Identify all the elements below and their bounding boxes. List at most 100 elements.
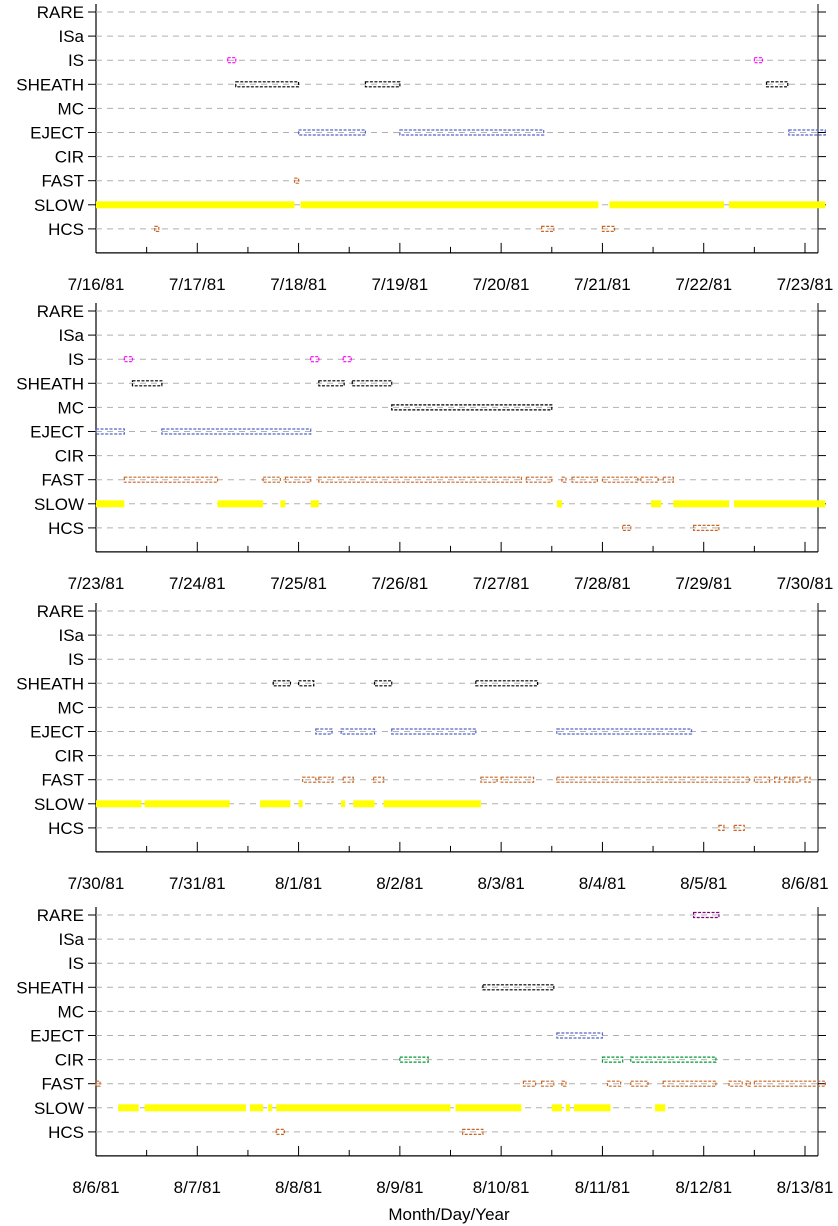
- mark-slow: [118, 1104, 139, 1112]
- mark-slow: [609, 201, 724, 209]
- mark-fast: [571, 476, 598, 483]
- y-tick-label-is: IS: [68, 350, 84, 369]
- y-tick-label-isa: ISa: [58, 326, 84, 345]
- mark-fast: [630, 1080, 649, 1087]
- mark-fast: [606, 1080, 622, 1087]
- x-tick-label-7-24-81: 7/24/81: [169, 574, 226, 593]
- panel-3: RARE ISa IS SHEATH MC EJECT CIR FAST SLOW HCS 7/30…: [16, 602, 828, 893]
- x-tick-label-8-1-81: 8/1/81: [275, 874, 322, 893]
- mark-slow: [574, 1104, 611, 1112]
- mark-fast: [662, 476, 674, 483]
- mark-slow: [280, 500, 286, 508]
- mark-eject: [788, 129, 826, 136]
- mark-hcs: [718, 824, 725, 832]
- y-tick-label-cir: CIR: [55, 747, 84, 766]
- mark-slow: [383, 800, 481, 808]
- y-tick-label-cir: CIR: [55, 447, 84, 466]
- y-tick-label-fast: FAST: [41, 172, 84, 191]
- mark-hcs: [733, 824, 745, 832]
- mark-eject: [399, 129, 545, 136]
- mark-fast: [784, 776, 791, 783]
- y-tick-label-eject: EJECT: [30, 1027, 84, 1046]
- mark-fast: [522, 1080, 537, 1087]
- mark-fast: [372, 776, 385, 783]
- mark-is: [342, 356, 352, 363]
- mark-eject: [95, 428, 125, 435]
- y-tick-label-cir: CIR: [55, 1051, 84, 1070]
- panel-1: RARE ISa IS SHEATH MC EJECT CIR FAST SLOW HCS 7/16…: [16, 3, 833, 294]
- mark-sheath: [131, 380, 163, 387]
- mark-slow: [96, 500, 125, 508]
- mark-sheath: [235, 81, 300, 88]
- mark-slow: [96, 201, 295, 209]
- x-tick-label-8-6-81: 8/6/81: [781, 874, 828, 893]
- x-tick-label-7-16-81: 7/16/81: [68, 275, 125, 294]
- x-tick-label-7-22-81: 7/22/81: [675, 275, 732, 294]
- x-tick-label-8-11-81: 8/11/81: [575, 1178, 630, 1197]
- y-tick-label-isa: ISa: [58, 27, 84, 46]
- chart-panels: RARE ISa IS SHEATH MC EJECT CIR FAST SLOW HCS 7/16…: [16, 3, 833, 1197]
- x-tick-label-8-6-81: 8/6/81: [72, 1178, 119, 1197]
- mark-slow: [144, 800, 230, 808]
- x-tick-label-8-13-81: 8/13/81: [777, 1178, 834, 1197]
- mark-eject: [315, 728, 333, 735]
- y-tick-label-hcs: HCS: [48, 819, 84, 838]
- mark-eject: [297, 129, 367, 136]
- y-tick-label-is: IS: [68, 954, 84, 973]
- mark-slow: [729, 201, 826, 209]
- mark-slow: [260, 800, 291, 808]
- panel-2: RARE ISa IS SHEATH MC EJECT CIR FAST SLOW HCS 7/23…: [16, 302, 833, 593]
- mark-is: [123, 356, 134, 363]
- y-tick-label-slow: SLOW: [34, 795, 84, 814]
- y-tick-label-rare: RARE: [37, 302, 84, 321]
- x-tick-label-7-29-81: 7/29/81: [675, 574, 732, 593]
- mark-fast: [753, 776, 771, 783]
- x-axis-label: Month/Day/Year: [388, 1205, 510, 1224]
- mark-hcs: [154, 225, 160, 232]
- y-tick-label-rare: RARE: [37, 906, 84, 925]
- x-tick-label-7-27-81: 7/27/81: [473, 574, 530, 593]
- x-tick-label-7-31-81: 7/31/81: [169, 874, 226, 893]
- x-tick-label-8-9-81: 8/9/81: [376, 1178, 423, 1197]
- y-tick-label-mc: MC: [58, 398, 84, 417]
- mark-fast: [541, 1080, 555, 1087]
- mark-sheath: [297, 680, 315, 687]
- mark-fast: [302, 776, 317, 783]
- mark-is: [310, 356, 320, 363]
- y-tick-label-mc: MC: [58, 99, 84, 118]
- y-tick-label-sheath: SHEATH: [16, 978, 84, 997]
- mark-eject: [340, 728, 376, 735]
- y-tick-label-fast: FAST: [41, 1075, 84, 1094]
- mark-sheath: [364, 81, 401, 88]
- panel-4: RARE ISa IS SHEATH MC EJECT CIR FAST SLOW HCS 8/6/…: [16, 906, 833, 1197]
- mark-is: [227, 57, 237, 64]
- mark-fast: [640, 476, 659, 483]
- x-tick-label-7-25-81: 7/25/81: [270, 574, 327, 593]
- x-tick-label-7-21-81: 7/21/81: [574, 275, 631, 294]
- y-tick-label-mc: MC: [58, 1002, 84, 1021]
- y-tick-label-eject: EJECT: [30, 723, 84, 742]
- x-tick-label-7-17-81: 7/17/81: [169, 275, 226, 294]
- mark-slow: [673, 500, 730, 508]
- y-tick-label-isa: ISa: [58, 626, 84, 645]
- mark-cir: [630, 1056, 717, 1063]
- x-tick-label-7-18-81: 7/18/81: [270, 275, 327, 294]
- y-tick-label-rare: RARE: [37, 3, 84, 22]
- mark-slow: [300, 201, 599, 209]
- mark-sheath: [272, 680, 292, 687]
- mark-fast: [561, 476, 567, 483]
- mark-fast: [804, 776, 811, 783]
- mark-slow: [565, 1104, 571, 1112]
- mark-fast: [753, 1080, 826, 1087]
- mark-slow: [217, 500, 264, 508]
- x-tick-label-8-4-81: 8/4/81: [579, 874, 626, 893]
- mark-sheath: [482, 984, 555, 991]
- mark-hcs: [601, 225, 616, 232]
- mark-hcs: [541, 225, 555, 232]
- x-tick-label-8-3-81: 8/3/81: [478, 874, 525, 893]
- mark-slow: [556, 500, 562, 508]
- mark-fast: [561, 1080, 567, 1087]
- y-tick-label-is: IS: [68, 650, 84, 669]
- y-tick-label-sheath: SHEATH: [16, 374, 84, 393]
- mark-fast: [123, 476, 219, 483]
